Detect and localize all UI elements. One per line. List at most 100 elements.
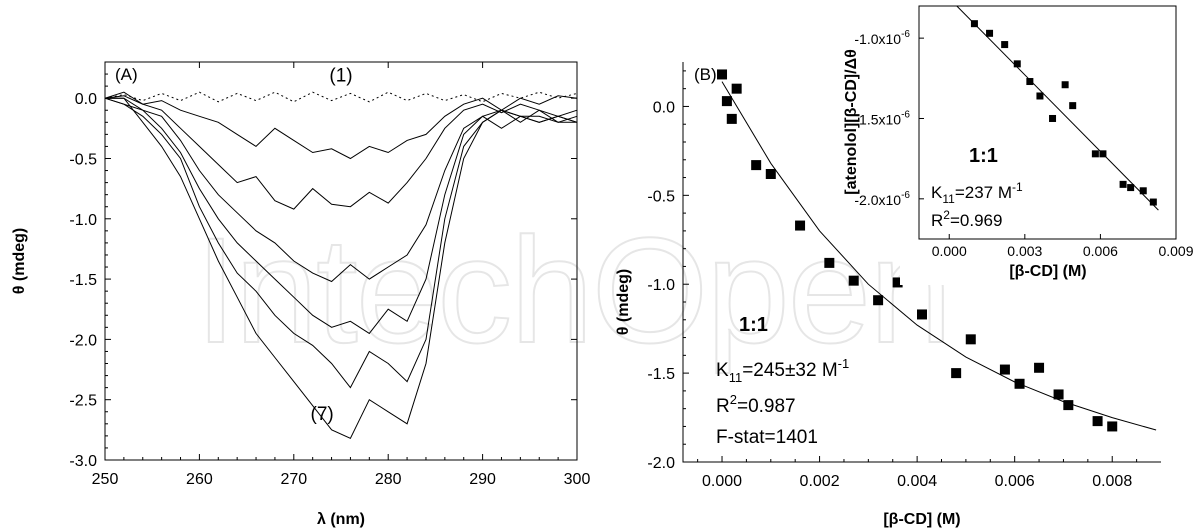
inset-points [970,20,1157,206]
x-tick-label-inset: 0.009 [1158,243,1193,259]
spectrum-curve-7 [105,97,577,439]
data-point-b [726,113,737,124]
data-point-b [917,309,927,320]
data-point-inset [1091,150,1099,158]
spectrum-curve-5 [104,97,578,335]
panel-a-y-axis-title: θ (mdeg) [11,228,28,294]
panel-a-frame [104,61,578,461]
data-point-b [731,83,742,94]
x-tick-label-b: 0.000 [702,473,742,490]
x-tick-label-a: 250 [92,471,119,488]
curve-label-7: (7) [311,404,334,425]
panel-b-label: (B) [694,65,717,84]
panel-a-label: (A) [115,65,138,84]
data-point-inset [1026,78,1034,86]
data-point-b [1034,362,1045,373]
panel-b: 0.000 0.002 0.004 0.006 0.008 0.0 -0.5 -1.0 -1.5… [615,62,1161,528]
spectrum-curve-3 [104,91,578,210]
x-tick-label-b: 0.006 [995,473,1035,490]
panel-a: 250 260 270 280 290 300 0.0 -0.5 -1.0 -1.5 -2.0 -2.… [11,61,590,528]
panel-b-fstat-annotation: F-stat=1401 [716,427,818,448]
watermark: IntechOpen [195,206,951,374]
data-point-b [1014,378,1025,389]
data-point-b [951,368,962,379]
data-point-inset [970,20,978,28]
panel-a-x-axis-title: λ (nm) [317,511,365,528]
panel-b-k-annotation: K11=245±32 M-1 [716,356,849,385]
inset-ticks: 0.000 0.003 0.006 0.009 -1.0x10-6 -1.5x10-6 -2… [854,29,1193,259]
data-point-b [1092,416,1103,427]
data-point-b [965,334,976,345]
x-tick-label-b: 0.002 [800,473,840,490]
panel-a-ticks: 250 260 270 280 290 300 0.0 -0.5 -1.0 -1.5 -2.0 -2.… [69,62,590,488]
inset-ratio: 1:1 [969,145,998,167]
data-point-b [999,364,1010,375]
y-tick-label-b: -1.0 [647,277,675,294]
x-tick-label-inset: 0.003 [1007,243,1042,259]
data-point-b [1053,389,1064,400]
data-point-b [721,96,732,107]
spectrum-curve-4 [105,97,578,283]
data-point-b [892,277,903,288]
x-tick-label-a: 260 [186,471,213,488]
y-tick-label-b: -0.5 [647,188,675,205]
panel-b-r2-annotation: R2=0.987 [716,392,796,417]
data-point-inset [1139,187,1147,195]
spectrum-curve-1 [104,91,578,103]
x-tick-label-inset: 0.000 [932,243,967,259]
y-tick-label-b: -1.5 [647,366,675,383]
inset-background [900,5,1199,285]
data-point-b [751,160,762,171]
y-tick-label-a: -3.0 [69,453,97,470]
inset-frame [918,5,1177,240]
data-point-inset [1069,102,1077,110]
data-point-inset [1099,150,1107,158]
panel-a-curves [104,91,578,439]
x-tick-label-b: 0.008 [1092,473,1132,490]
inset-y-axis-title: [atenolol][β-CD]/Δθ [843,49,860,194]
panel-b-y-axis-title: θ (mdeg) [615,269,632,335]
y-tick-label-a: 0.0 [75,91,97,108]
x-tick-label-inset: 0.006 [1083,243,1118,259]
y-tick-label-a: -0.5 [69,151,97,168]
y-tick-label-a: -2.5 [69,393,97,410]
y-tick-label-inset: -2.0x10-6 [854,190,910,208]
data-point-b [795,220,806,231]
inset-k-annotation: K11=237 M-1 [931,180,1023,206]
x-tick-label-a: 290 [469,471,496,488]
data-point-b [824,257,835,268]
data-point-inset [1119,180,1127,188]
data-point-inset [1127,184,1135,192]
y-tick-label-a: -1.0 [69,212,97,229]
panel-b-ticks: 0.000 0.002 0.004 0.006 0.008 0.0 -0.5 -1.0 -1.5… [647,70,1138,490]
x-tick-label-a: 270 [280,471,307,488]
y-tick-label-inset: -1.5x10-6 [854,109,910,127]
curve-label-1: (1) [329,65,352,86]
y-tick-label-inset: -1.0x10-6 [854,29,910,47]
data-point-b [1107,421,1118,432]
x-tick-label-a: 300 [564,471,591,488]
spectrum-curve-2 [104,95,578,160]
data-point-b [873,295,884,306]
inset-fit-line [956,5,1159,211]
x-tick-label-a: 280 [375,471,402,488]
y-tick-label-a: -1.5 [69,272,97,289]
panel-b-ratio: 1:1 [739,314,768,336]
y-tick-label-a: -2.0 [69,332,97,349]
inset-plot: 0.000 0.003 0.006 0.009 -1.0x10-6 -1.5x10-6 -2… [843,5,1199,285]
data-point-inset [1013,60,1021,68]
data-point-inset [1001,41,1009,49]
inset-x-axis-title: [β-CD] (M) [1009,263,1086,280]
x-tick-label-b: 0.004 [897,473,937,490]
data-point-b [848,275,859,286]
data-point-inset [1061,81,1069,89]
y-tick-label-b: 0.0 [653,99,675,116]
panel-b-fit-curve [721,81,1157,431]
data-point-inset [986,29,994,37]
data-point-b [1063,400,1074,411]
data-point-b [717,69,728,80]
inset-r2-annotation: R2=0.969 [931,208,1002,230]
panel-b-x-axis-title: [β-CD] (M) [883,511,960,528]
data-point-inset [1036,92,1044,100]
